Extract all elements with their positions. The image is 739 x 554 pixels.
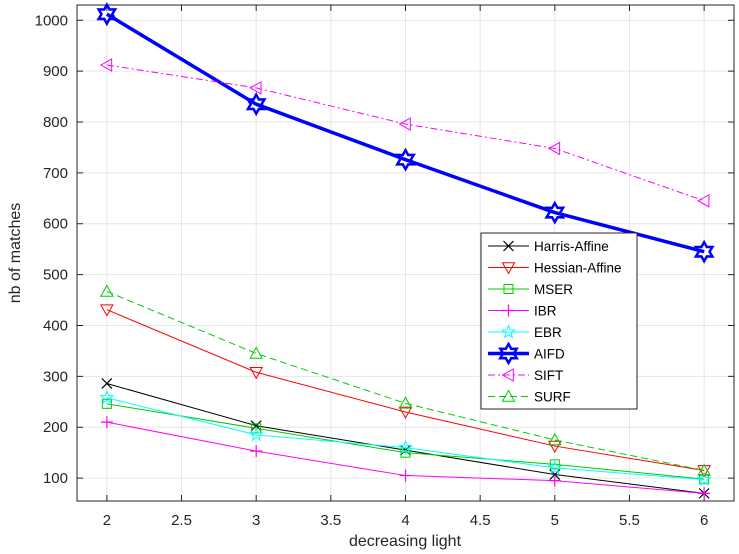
y-axis-label: nb of matches [7, 203, 24, 304]
data-point-marker [250, 445, 263, 458]
y-tick-label: 800 [43, 114, 68, 131]
series-line [106, 64, 705, 202]
x-tick-label: 6 [700, 512, 708, 529]
y-tick-label: 1000 [35, 12, 68, 29]
data-point-marker [249, 81, 262, 95]
x-tick-label: 5.5 [619, 512, 640, 529]
legend-label: SIFT [534, 368, 563, 383]
legend-marker [501, 389, 516, 402]
legend-label: SURF [534, 390, 571, 405]
legend-label: Hessian-Affine [534, 261, 622, 276]
x-tick-label: 2.5 [171, 512, 192, 529]
data-point-marker [398, 396, 413, 409]
data-point-marker [397, 439, 414, 455]
y-tick-label: 300 [43, 368, 68, 385]
legend-entry: AIFD [488, 341, 565, 366]
data-point-marker [100, 304, 114, 317]
legend-entry: MSER [488, 282, 573, 297]
legend-label: IBR [534, 304, 557, 319]
axis-ticks: 2 2.5 3 3.5 4 4.5 5 5.5 6 100 200 300 400 500 600 700 80… [35, 5, 734, 529]
legend-entry: Hessian-Affine [488, 261, 622, 276]
legend-entry: EBR [488, 324, 562, 340]
data-point-marker [698, 487, 711, 500]
legend-marker [503, 284, 514, 294]
data-point-marker [697, 463, 711, 476]
series-group [96, 2, 715, 500]
x-tick-label: 3 [252, 512, 260, 529]
data-point-marker [96, 2, 118, 27]
data-point-marker [398, 117, 411, 131]
data-point-marker [549, 459, 560, 470]
data-point-marker [251, 423, 262, 434]
series-line [106, 290, 705, 471]
data-point-marker [547, 459, 563, 475]
series-aifd [96, 2, 715, 264]
series-hessian-affine [100, 304, 711, 478]
data-point-marker [696, 471, 712, 487]
data-point-marker [245, 92, 267, 117]
y-tick-label: 900 [43, 63, 68, 80]
x-tick-label: 2 [103, 512, 111, 529]
series-line [106, 403, 705, 480]
legend-marker [503, 240, 514, 252]
x-tick-label: 4.5 [470, 512, 491, 529]
legend-entry: SIFT [488, 368, 563, 383]
x-tick-label: 3.5 [320, 512, 341, 529]
data-point-marker [544, 200, 566, 225]
data-point-marker [100, 284, 114, 297]
data-point-marker [697, 465, 711, 478]
legend-label: Harris-Affine [534, 239, 609, 254]
data-point-marker [398, 406, 413, 420]
legend-label: EBR [534, 325, 562, 340]
data-point-marker [547, 432, 562, 446]
series-surf [100, 284, 711, 476]
legend-marker [501, 368, 514, 382]
series-ibr [100, 416, 711, 500]
y-tick-label: 500 [43, 267, 68, 284]
legend-marker [500, 324, 517, 339]
data-point-marker [249, 366, 264, 380]
y-tick-label: 200 [43, 419, 68, 436]
data-point-marker [100, 416, 113, 429]
data-point-marker [249, 346, 264, 359]
series-line [106, 309, 705, 471]
series-line [106, 397, 705, 481]
data-point-marker [697, 194, 710, 208]
legend-entry: Harris-Affine [488, 239, 609, 254]
data-point-marker [399, 469, 412, 482]
series-ebr [99, 389, 712, 487]
data-point-marker [400, 447, 411, 458]
x-tick-label: 4 [401, 512, 409, 529]
data-point-marker [548, 474, 561, 487]
legend-label: AIFD [534, 347, 565, 362]
data-point-marker [395, 147, 416, 172]
data-point-marker [99, 389, 115, 405]
y-tick-label: 100 [43, 470, 68, 487]
data-point-marker [547, 440, 562, 454]
data-point-marker [693, 239, 715, 264]
legend-marker [502, 304, 515, 317]
data-point-marker [248, 426, 264, 442]
data-point-marker [99, 58, 113, 72]
legend-marker [498, 341, 519, 366]
legend-entry: IBR [488, 304, 557, 319]
x-tick-label: 5 [551, 512, 559, 529]
y-tick-label: 400 [43, 317, 68, 334]
data-point-marker [101, 378, 113, 389]
legend-entry: SURF [488, 389, 571, 405]
x-axis-label: decreasing light [349, 533, 462, 550]
data-point-marker [547, 141, 561, 156]
legend-label: MSER [534, 282, 573, 297]
legend-marker [501, 262, 516, 275]
y-tick-label: 600 [43, 216, 68, 233]
legend: Harris-Affine Hessian-Affine MSER IBR EBR AIF… [480, 232, 638, 410]
y-tick-label: 700 [43, 165, 68, 182]
series-line [105, 12, 705, 254]
series-sift [99, 58, 710, 208]
